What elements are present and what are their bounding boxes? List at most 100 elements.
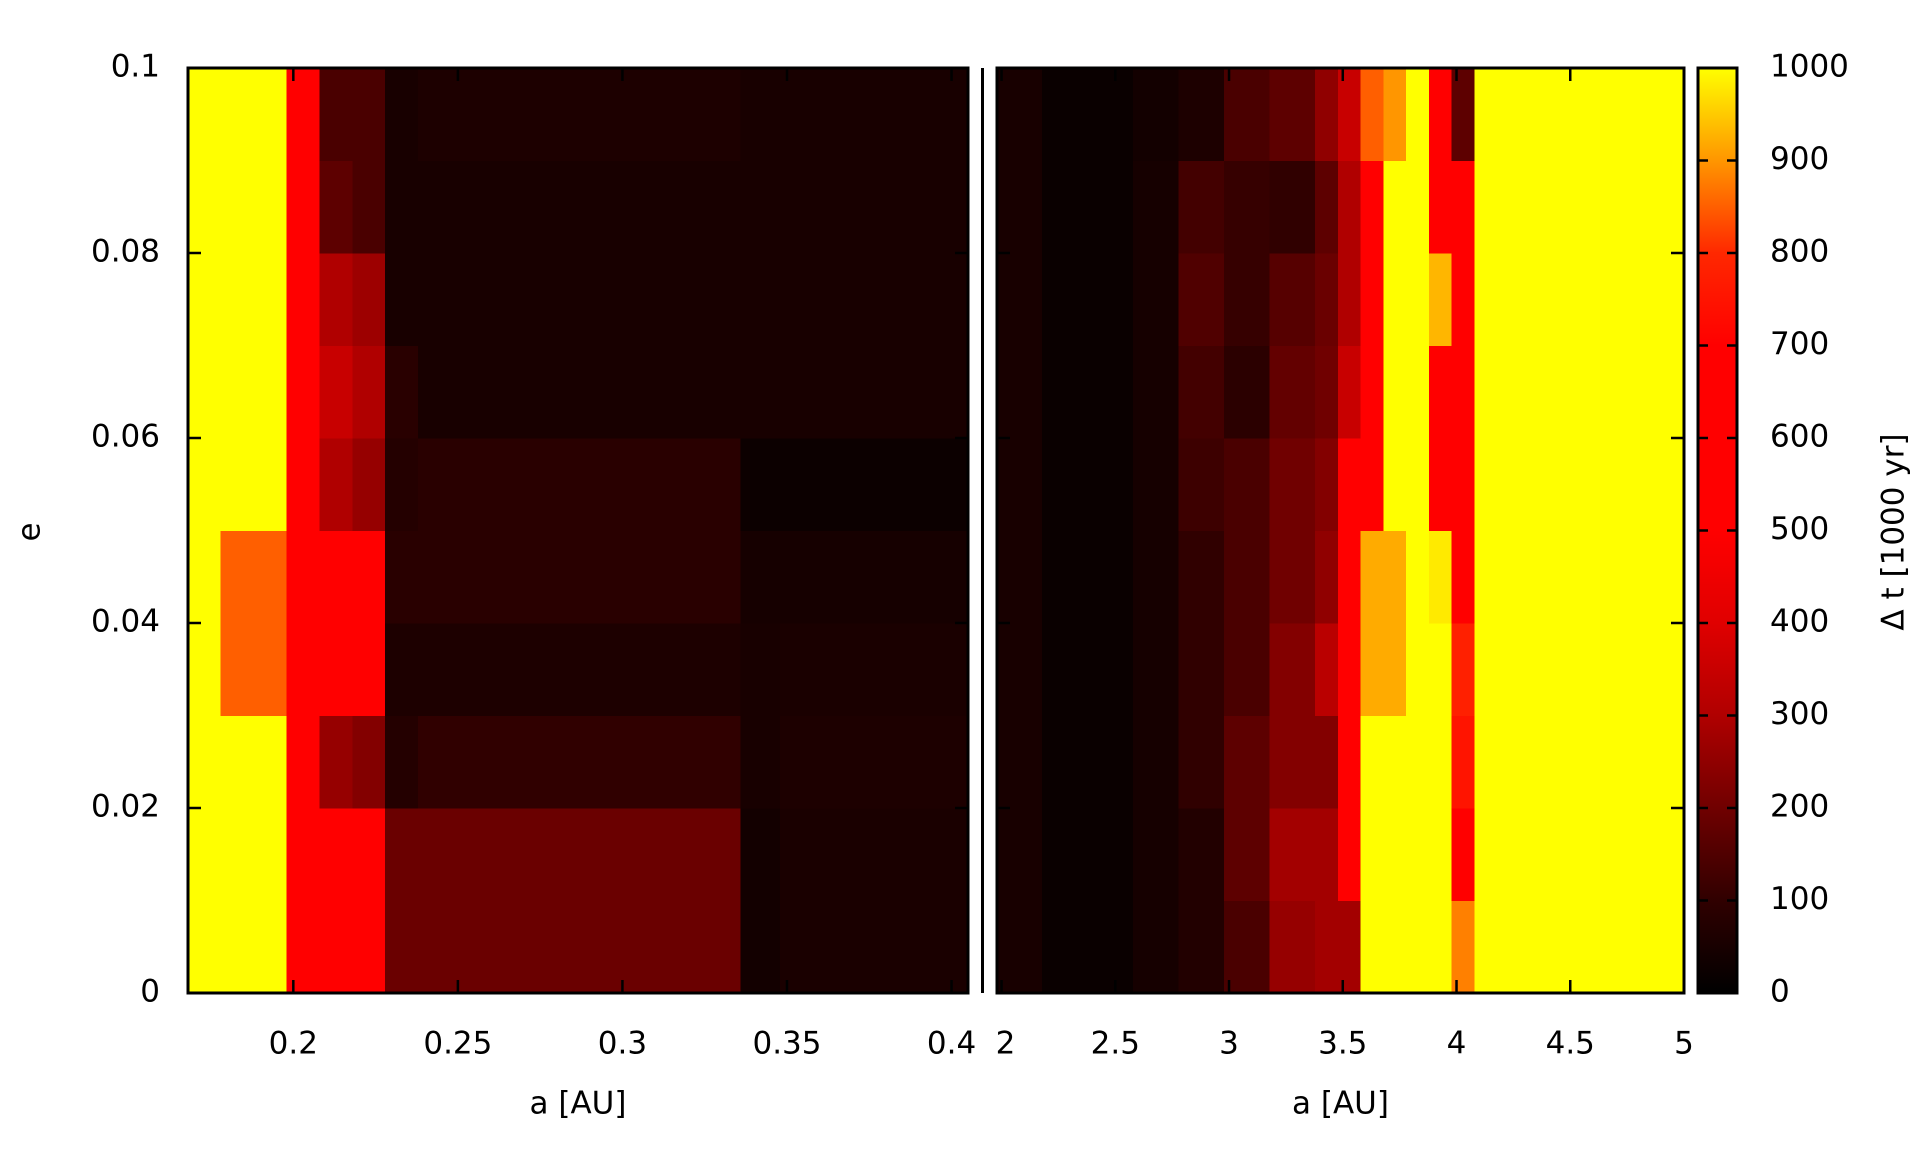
heat-cell — [385, 437, 419, 531]
heat-cell — [1406, 530, 1430, 624]
heat-cell — [385, 160, 419, 254]
heat-cell — [740, 67, 781, 161]
heat-cell — [187, 530, 222, 624]
heat-cell — [1337, 252, 1362, 346]
x-tick-label: 0.2 — [269, 1026, 318, 1062]
heat-cell — [1042, 345, 1134, 439]
heat-cell — [1406, 807, 1430, 901]
heat-cell — [1178, 622, 1225, 716]
colorbar-tick-label: 1000 — [1770, 49, 1849, 85]
colorbar-tick-label: 200 — [1770, 789, 1829, 825]
heat-cell — [319, 530, 353, 624]
heat-cell — [1406, 622, 1430, 716]
heat-cell — [1406, 900, 1430, 994]
heat-cell — [1383, 160, 1407, 254]
heat-cell — [220, 622, 288, 716]
heat-cell — [385, 807, 419, 901]
heat-cell — [1178, 252, 1225, 346]
heat-cell — [319, 807, 353, 901]
heat-cell — [1269, 252, 1316, 346]
heat-cell — [1315, 530, 1339, 624]
heat-cell — [286, 807, 320, 901]
heat-cell — [1133, 807, 1180, 901]
heat-cell — [1337, 622, 1362, 716]
heat-cell — [780, 160, 969, 254]
y-tick-label: 0.02 — [91, 789, 160, 825]
heat-cell — [187, 437, 222, 531]
heat-cell — [1360, 622, 1385, 716]
x-tick-label: 5 — [1674, 1026, 1694, 1062]
heat-cell — [1042, 160, 1134, 254]
colorbar-tick-label: 800 — [1770, 234, 1829, 270]
x-tick-label: 2 — [996, 1026, 1016, 1062]
heat-cell — [1133, 900, 1180, 994]
heat-cell — [1383, 622, 1407, 716]
heat-cell — [1224, 530, 1271, 624]
heat-cell — [1474, 900, 1685, 994]
heat-cell — [780, 807, 969, 901]
heat-cell — [740, 622, 781, 716]
heat-cell — [187, 345, 222, 439]
heat-cell — [1269, 715, 1316, 809]
heat-cell — [1337, 807, 1362, 901]
heat-cell — [1315, 437, 1339, 531]
heat-cell — [418, 252, 742, 346]
y-tick-label: 0.06 — [91, 419, 160, 455]
heat-cell — [740, 715, 781, 809]
heat-cell — [220, 345, 288, 439]
heat-cell — [1383, 530, 1407, 624]
heat-cell — [1451, 160, 1476, 254]
heat-cell — [1315, 252, 1339, 346]
heat-cell — [1337, 160, 1362, 254]
heat-cell — [1042, 437, 1134, 531]
heat-cell — [1383, 252, 1407, 346]
heat-cell — [1428, 67, 1453, 161]
x-tick-label: 3 — [1219, 1026, 1239, 1062]
heat-cell — [286, 160, 320, 254]
heat-cell — [1406, 160, 1430, 254]
colorbar-tick-label: 600 — [1770, 419, 1829, 455]
heat-cell — [1042, 67, 1134, 161]
heat-cell — [187, 67, 222, 161]
y-tick-label: 0 — [140, 974, 160, 1010]
heat-cell — [319, 252, 353, 346]
x-tick-label: 0.4 — [927, 1026, 976, 1062]
heat-cell — [1406, 345, 1430, 439]
plot-frame — [186, 66, 970, 995]
colorbar-tick-label: 700 — [1770, 326, 1829, 362]
heat-cell — [1178, 437, 1225, 531]
heat-cell — [780, 530, 969, 624]
x-tick-label: 2.5 — [1091, 1026, 1140, 1062]
heat-cell — [418, 437, 742, 531]
heat-cell — [385, 67, 419, 161]
heat-cell — [996, 715, 1043, 809]
heat-cell — [220, 437, 288, 531]
heat-cell — [996, 345, 1043, 439]
heat-cell — [996, 252, 1043, 346]
heat-cell — [1428, 900, 1453, 994]
heat-cell — [780, 67, 969, 161]
heat-cell — [1133, 67, 1180, 161]
heat-cell — [1133, 530, 1180, 624]
x-axis-label: a [AU] — [530, 1086, 627, 1122]
heat-cell — [1360, 900, 1385, 994]
heat-cell — [996, 437, 1043, 531]
heat-cell — [1224, 622, 1271, 716]
heat-cell — [1383, 437, 1407, 531]
heat-cell — [1224, 160, 1271, 254]
heat-cell — [740, 437, 781, 531]
heat-cell — [1451, 900, 1476, 994]
heat-cell — [385, 900, 419, 994]
colorbar-label: Δ t [1000 yr] — [1876, 433, 1912, 630]
heat-cell — [1315, 807, 1339, 901]
heat-cell — [352, 900, 386, 994]
colorbar-tick-label: 300 — [1770, 696, 1829, 732]
heat-cell — [1269, 67, 1316, 161]
heat-cell — [1474, 530, 1685, 624]
heat-cell — [187, 622, 222, 716]
heat-cell — [996, 160, 1043, 254]
heat-cell — [1360, 715, 1385, 809]
heat-cell — [1474, 160, 1685, 254]
heat-cell — [1360, 345, 1385, 439]
heat-cell — [1451, 530, 1476, 624]
